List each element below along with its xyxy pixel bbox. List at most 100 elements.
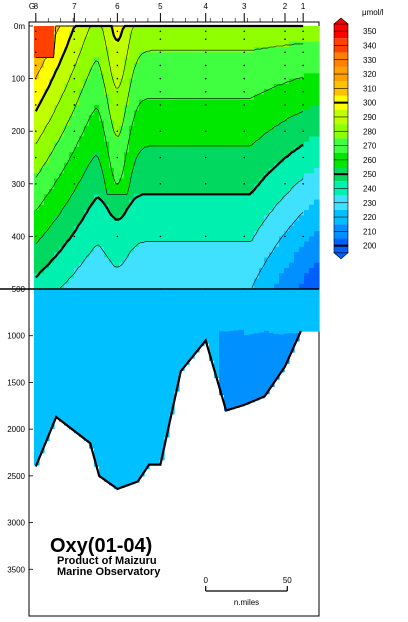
oxygen-cell-upper bbox=[74, 110, 80, 117]
oxygen-cell-lower bbox=[189, 289, 195, 294]
oxygen-cell-lower bbox=[54, 385, 60, 393]
oxygen-cell-lower bbox=[194, 336, 200, 340]
oxygen-cell-lower bbox=[259, 370, 265, 377]
oxygen-cell-upper bbox=[214, 157, 220, 164]
oxygen-cell-upper bbox=[144, 246, 150, 253]
sample-point bbox=[243, 156, 246, 159]
oxygen-cell-upper bbox=[74, 73, 80, 80]
oxygen-cell-upper bbox=[279, 194, 285, 201]
oxygen-cell-upper bbox=[74, 199, 80, 206]
oxygen-cell-upper bbox=[159, 94, 165, 101]
oxygen-cell-upper bbox=[94, 220, 100, 227]
oxygen-cell-lower bbox=[254, 372, 260, 379]
oxygen-cell-upper bbox=[179, 283, 185, 290]
oxygen-cell-lower bbox=[164, 303, 170, 312]
oxygen-cell-upper bbox=[69, 262, 75, 269]
oxygen-cell-lower bbox=[199, 325, 205, 330]
oxygen-cell-upper bbox=[194, 99, 200, 106]
oxygen-cell-upper bbox=[194, 78, 200, 85]
oxygen-cell-upper bbox=[184, 157, 190, 164]
oxygen-cell-lower bbox=[189, 333, 195, 338]
oxygen-cell-upper bbox=[254, 267, 260, 274]
oxygen-cell-upper bbox=[134, 31, 140, 38]
oxygen-cell-upper bbox=[234, 41, 240, 48]
oxygen-cell-upper bbox=[179, 57, 185, 64]
oxygen-cell-lower bbox=[219, 362, 225, 369]
oxygen-cell-upper bbox=[144, 252, 150, 259]
oxygen-cell-lower bbox=[79, 377, 85, 386]
oxygen-cell-upper bbox=[314, 73, 320, 80]
oxygen-cell-upper bbox=[264, 73, 270, 80]
oxygen-cell-lower bbox=[234, 354, 240, 361]
oxygen-cell-lower bbox=[89, 368, 95, 378]
oxygen-cell-upper bbox=[299, 99, 305, 106]
oxygen-cell-lower bbox=[239, 394, 245, 401]
oxygen-cell-lower bbox=[269, 352, 275, 358]
oxygen-cell-upper bbox=[114, 83, 120, 90]
oxygen-cell-lower bbox=[144, 387, 150, 398]
oxygen-cell-upper bbox=[254, 210, 260, 216]
oxygen-cell-upper bbox=[224, 273, 230, 280]
oxygen-cell-upper bbox=[269, 52, 275, 59]
oxygen-cell-lower bbox=[199, 308, 205, 313]
oxygen-cell-upper bbox=[199, 141, 205, 148]
oxygen-cell-upper bbox=[154, 104, 160, 111]
oxygen-cell-upper bbox=[274, 189, 280, 195]
oxygen-cell-lower bbox=[244, 317, 250, 325]
oxygen-cell-upper bbox=[169, 52, 175, 59]
oxygen-cell-upper bbox=[49, 104, 55, 111]
oxygen-cell-upper bbox=[59, 210, 65, 216]
oxygen-cell-upper bbox=[84, 204, 90, 211]
oxygen-cell-upper bbox=[314, 257, 320, 264]
oxygen-cell-upper bbox=[159, 115, 165, 122]
oxygen-cell-upper bbox=[244, 26, 250, 32]
oxygen-cell-upper bbox=[294, 78, 300, 85]
colorbar-level-label: 320 bbox=[363, 70, 377, 79]
oxygen-cell-upper bbox=[199, 41, 205, 48]
oxygen-cell-upper bbox=[39, 225, 45, 232]
oxygen-cell-upper bbox=[194, 83, 200, 90]
oxygen-cell-upper bbox=[159, 162, 165, 169]
oxygen-cell-upper bbox=[259, 47, 265, 53]
oxygen-cell-lower bbox=[169, 351, 175, 359]
oxygen-cell-upper bbox=[289, 83, 295, 90]
oxygen-cell-upper bbox=[59, 157, 65, 164]
oxygen-cell-upper bbox=[144, 225, 150, 232]
oxygen-cell-upper bbox=[274, 157, 280, 164]
oxygen-cell-upper bbox=[219, 210, 225, 216]
oxygen-cell-upper bbox=[199, 252, 205, 259]
oxygen-cell-upper bbox=[44, 99, 50, 106]
oxygen-cell-lower bbox=[194, 329, 200, 334]
oxygen-cell-upper bbox=[279, 225, 285, 232]
oxygen-cell-upper bbox=[84, 194, 90, 201]
oxygen-cell-upper bbox=[44, 194, 50, 201]
oxygen-cell-upper bbox=[184, 178, 190, 185]
oxygen-cell-upper bbox=[274, 110, 280, 117]
oxygen-cell-upper bbox=[104, 231, 110, 237]
oxygen-cell-upper bbox=[184, 168, 190, 174]
oxygen-cell-upper bbox=[194, 204, 200, 211]
oxygen-cell-upper bbox=[44, 73, 50, 80]
oxygen-cell-upper bbox=[139, 220, 145, 227]
oxygen-cell-upper bbox=[144, 183, 150, 190]
oxygen-cell-upper bbox=[239, 210, 245, 216]
oxygen-cell-upper bbox=[179, 252, 185, 259]
oxygen-cell-upper bbox=[294, 62, 300, 69]
oxygen-cell-upper bbox=[184, 210, 190, 216]
oxygen-cell-upper bbox=[259, 110, 265, 117]
oxygen-cell-upper bbox=[49, 146, 55, 153]
oxygen-cell-upper bbox=[109, 157, 115, 164]
oxygen-cell-lower bbox=[84, 387, 90, 396]
oxygen-cell-upper bbox=[49, 215, 55, 222]
oxygen-cell-upper bbox=[39, 110, 45, 117]
oxygen-cell-upper bbox=[69, 241, 75, 248]
oxygen-cell-upper bbox=[59, 99, 65, 106]
oxygen-cell-lower bbox=[44, 311, 50, 320]
oxygen-cell-upper bbox=[179, 131, 185, 138]
oxygen-cell-lower bbox=[214, 364, 220, 370]
oxygen-cell-lower bbox=[184, 341, 190, 346]
oxygen-cell-upper bbox=[249, 157, 255, 164]
oxygen-cell-upper bbox=[89, 26, 95, 32]
oxygen-cell-upper bbox=[239, 120, 245, 127]
oxygen-cell-lower bbox=[214, 342, 220, 348]
